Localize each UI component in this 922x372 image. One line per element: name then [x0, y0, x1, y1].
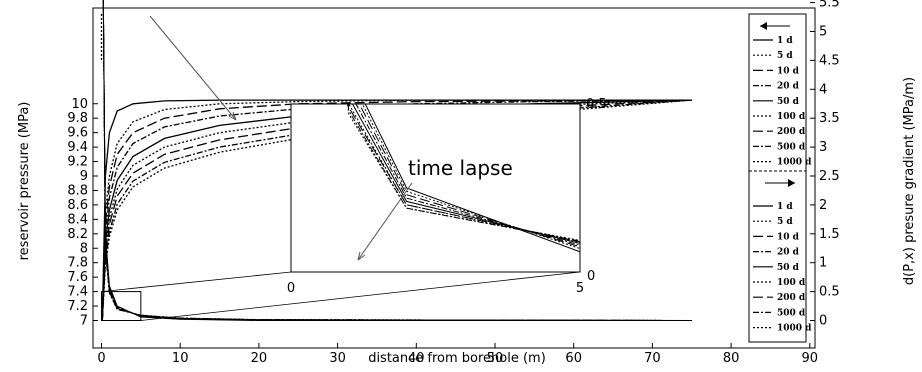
inset-series-line — [364, 104, 580, 253]
group2-legend-label: 20 d — [777, 248, 800, 258]
y-right-tick-label: 1 — [819, 256, 827, 271]
group1-legend-label: 500 d — [777, 142, 806, 152]
inset-time-arrow — [357, 182, 413, 261]
gradient-series-line — [102, 0, 692, 321]
y-left-tick-label: 9.6 — [67, 126, 88, 141]
group2-legend-label: 200 d — [777, 293, 806, 303]
main-time-arrow — [149, 15, 237, 121]
y-left-tick-label: 9.2 — [67, 155, 88, 170]
y-right-tick-label: 2 — [819, 198, 827, 213]
pressure-series-line — [101, 99, 692, 321]
inset-series-line — [347, 104, 580, 241]
group2-legend-label: 5 d — [777, 217, 793, 227]
y-right-tick-label: 4.5 — [819, 53, 840, 68]
inset-series-line — [347, 104, 580, 243]
inset-series-line — [361, 104, 580, 249]
pressure-series-line — [101, 99, 692, 321]
group2-legend-label: 10 d — [777, 232, 800, 242]
x-tick-label: 20 — [251, 351, 268, 366]
y-right-tick-label: 0 — [819, 314, 827, 329]
pressure-series-line — [101, 99, 692, 321]
inset-series-line — [351, 104, 580, 244]
group1-legend-label: 200 d — [777, 127, 806, 137]
time-lapse-annotation: time lapse — [408, 156, 513, 180]
x-tick-label: 90 — [802, 351, 819, 366]
inset-ymax-label: 0.5 — [586, 97, 607, 112]
plot-frame — [92, 7, 816, 349]
gradient-series-line — [102, 0, 692, 321]
y-right-tick-label: 3 — [819, 140, 827, 155]
y-left-tick-label: 7.6 — [67, 270, 88, 285]
y-right-tick-label: 4 — [819, 82, 827, 97]
x-tick-label: 0 — [97, 351, 105, 366]
y-right-tick-label: 2.5 — [819, 169, 840, 184]
inset-time-arrowhead — [357, 251, 366, 261]
group2-legend-label: 500 d — [777, 308, 806, 318]
zoom-connector-line — [101, 271, 292, 292]
left-axis-label-group: reservoir pressure (MPa) — [17, 102, 32, 261]
inset-series-line — [358, 104, 580, 248]
group1-legend-label: 5 d — [777, 51, 793, 61]
group2-legend-label: 50 d — [777, 263, 800, 273]
legend-box — [748, 13, 807, 343]
y-right-tick-label: 5.5 — [819, 0, 840, 11]
inset-frame — [290, 103, 581, 273]
x-axis-label: distance from borehole (m) — [368, 351, 546, 366]
inset-ymin-label: 0 — [587, 269, 595, 284]
pressure-series-line — [101, 99, 692, 321]
y-left-tick-label: 8.2 — [67, 227, 88, 242]
x-tick-label: 50 — [487, 351, 504, 366]
group1-legend-label: 20 d — [777, 82, 800, 92]
y-right-tick-label: 3.5 — [819, 111, 840, 126]
x-axis: 0 10 20 30 40 50 60 70 80 90 — [97, 343, 818, 366]
zoom-region-box — [101, 291, 142, 322]
group2-legend-label: 1 d — [777, 202, 793, 212]
group2-legend-label: 1000 d — [777, 324, 812, 334]
y-left-tick-label: 9.4 — [67, 140, 88, 155]
group1-legend-label: 10 d — [777, 66, 800, 76]
inset-series-group — [347, 104, 580, 253]
main-time-arrowhead — [228, 111, 237, 121]
y-left-tick-label: 8 — [80, 241, 88, 256]
y-left-tick-label: 7.2 — [67, 299, 88, 314]
right-axis-label-group: d(P,x) presure gradient (MPa/m) — [902, 77, 917, 285]
legend-arrow-left-head — [760, 22, 767, 30]
legend-arrow-right-head — [788, 179, 795, 187]
group1-legend-label: 1000 d — [777, 158, 812, 168]
y-right-tick-label: 5 — [819, 25, 827, 40]
y-axis-left-label: reservoir pressure (MPa) — [17, 102, 32, 261]
y-left-tick-label: 8.8 — [67, 183, 88, 198]
y-right-tick-label: 0.5 — [819, 285, 840, 300]
series-group — [100, 0, 692, 321]
y-axis-right: 00.511.522.533.544.555.566.577.5 — [810, 0, 840, 329]
x-tick-label: 80 — [723, 351, 740, 366]
group2-legend-label: 100 d — [777, 278, 806, 288]
group1-legend-label: 100 d — [777, 112, 806, 122]
y-left-tick-label: 8.4 — [67, 212, 88, 227]
y-axis-left: 77.27.47.67.888.28.48.68.899.29.49.69.81… — [67, 97, 98, 329]
y-left-tick-label: 9.8 — [67, 111, 88, 126]
inset-xmax-label: 5 — [576, 281, 584, 296]
group1-legend-label: 1 d — [777, 36, 793, 46]
y-left-tick-label: 7.4 — [67, 285, 88, 300]
y-left-tick-label: 8.6 — [67, 198, 88, 213]
x-tick-label: 70 — [644, 351, 661, 366]
group1-legend-label: 50 d — [777, 97, 800, 107]
y-left-tick-label: 9 — [80, 169, 88, 184]
inset-xmin-label: 0 — [287, 281, 295, 296]
y-axis-right-label: d(P,x) presure gradient (MPa/m) — [902, 77, 917, 285]
x-tick-label: 30 — [329, 351, 346, 366]
x-tick-label: 10 — [172, 351, 189, 366]
y-left-tick-label: 7 — [80, 314, 88, 329]
zoom-connector-line — [140, 271, 581, 321]
y-right-tick-label: 1.5 — [819, 227, 840, 242]
y-left-tick-label: 10 — [71, 97, 88, 112]
pressure-series-line — [101, 99, 692, 321]
y-left-tick-label: 7.8 — [67, 256, 88, 271]
x-tick-label: 60 — [565, 351, 582, 366]
legend: 1 d 5 d 10 d 20 d 50 d 100 d 200 d 500 d 1000 d 1… — [749, 22, 812, 334]
x-tick-label: 40 — [408, 351, 425, 366]
